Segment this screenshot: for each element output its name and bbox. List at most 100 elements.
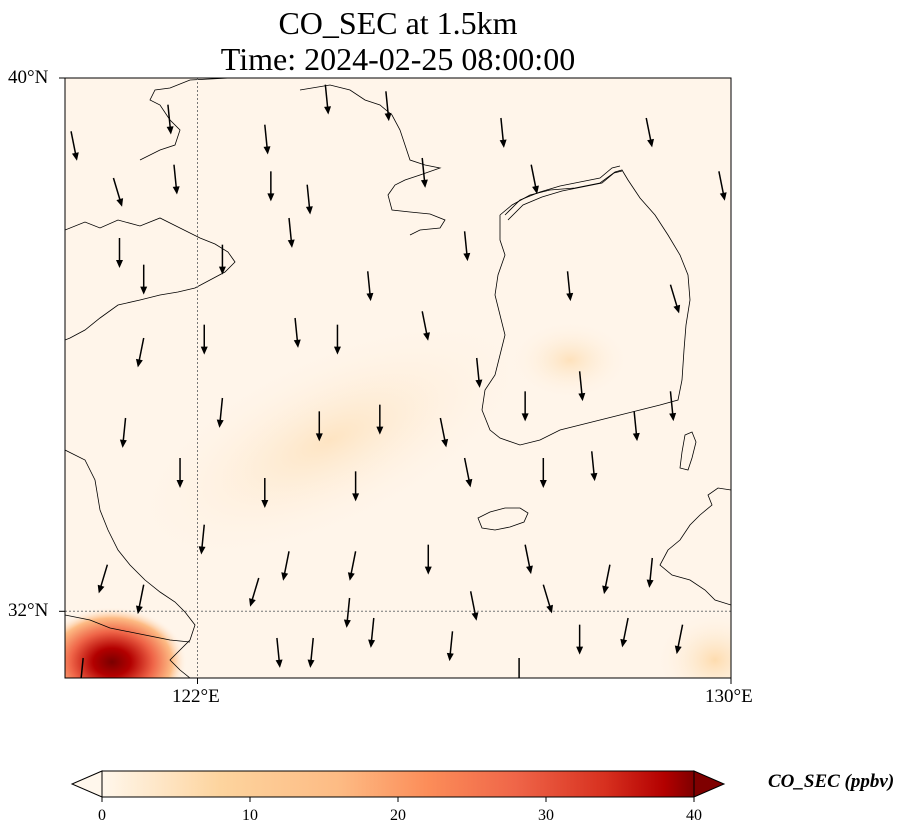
wind-vector-head [646,579,654,588]
wind-vector-head [281,572,289,581]
wind-vector-head [368,639,376,648]
wind-vector-head [647,138,654,148]
colorbar-gradient [102,771,694,797]
wind-vector-head [77,680,84,688]
wind-vector-shaft [264,124,268,149]
wind-vector-head [471,612,479,621]
wind-vector-head [465,478,473,488]
wind-vector-shaft [366,271,371,296]
wind-vector-shaft [288,217,293,242]
colorbar-label-40: 40 [686,807,702,824]
lon-label-122e: 122°E [172,686,220,707]
wind-vector-shaft [645,117,652,142]
lat-label-40n: 40°N [8,67,49,88]
colorbar-label-20: 20 [390,807,406,824]
wind-vector-shaft [251,577,260,602]
concentration-plume-east [510,320,630,400]
colorbar-label-0: 0 [98,807,106,824]
wind-vector-head [576,646,584,655]
wind-vector-head [366,292,374,302]
lat-label-32n: 32°N [8,600,49,621]
wind-vector-head [119,439,127,448]
wind-vector-head [135,605,143,615]
wind-vector-head [307,659,315,668]
wind-vector-head [546,604,553,614]
wind-vector-shaft [463,457,471,482]
wind-vector-head [333,346,341,355]
lon-label-130e: 130°E [705,686,753,707]
wind-vector-head [719,192,727,201]
map-title: CO_SEC at 1.5km [278,5,518,41]
wind-vector-head [315,433,323,442]
wind-vector-head [176,480,184,488]
wind-vector-head [200,346,208,355]
wind-vector-head [602,585,610,595]
wind-vector-head [521,413,529,422]
co-hotspot [65,607,187,678]
concentration-plume-southeast [655,610,731,678]
concentration-plume [127,316,533,564]
wind-vector-shaft [122,417,127,442]
wind-vector-head [516,680,523,688]
wind-vector-head [343,619,351,628]
wind-vector-shaft [138,584,145,609]
wind-vector-shaft [622,617,629,642]
wind-vector-shaft [449,631,454,656]
wind-vector-head [324,106,332,115]
wind-vector-shaft [112,177,122,202]
wind-vector-head [673,304,681,314]
wind-vector-shaft [421,157,426,182]
wind-vector-head [424,566,432,575]
tsushima-island [679,431,697,471]
wind-vector-head [423,332,430,341]
wind-vector-shaft [294,317,299,342]
wind-vector-head [446,652,454,662]
wind-vector-head [376,426,384,435]
wind-vector-head [475,379,483,388]
wind-vector-head [669,412,677,422]
wind-vector-shaft [475,357,480,382]
wind-vector-head [135,358,143,368]
wind-vector-shaft [677,624,684,649]
wind-vector-shaft [604,564,611,589]
wind-vector-shaft [524,544,531,569]
colorbar-title: CO_SEC (ppbv) [768,771,895,792]
map-frame [64,77,732,679]
coastline-japan [659,487,731,606]
wind-vector-shaft [346,597,351,622]
coastline-china [65,217,236,341]
wind-vector-shaft [578,371,583,396]
coastlines [65,78,731,678]
wind-vector-head [578,392,586,402]
colorbar-extend-low [70,770,103,798]
wind-vector-shaft [469,591,477,616]
wind-vector-head [539,480,547,488]
wind-vector-head [249,598,256,607]
map-panel [65,78,731,688]
wind-vector-shaft [324,84,329,109]
coastline-north-korea [299,84,446,236]
wind-vector-shaft [173,164,178,189]
yangtze-estuary [65,614,191,643]
jeju-island [477,507,529,531]
axis-ticks [59,77,732,684]
wind-vector-shaft [99,564,109,588]
wind-vector-head [420,179,428,188]
wind-vector-shaft [500,117,505,142]
wind-vector-shaft [649,557,654,582]
wind-vector-shaft [718,171,725,196]
coastline-china-south [65,449,196,678]
wind-vector-shaft [385,91,390,116]
wind-vector-shaft [669,284,679,308]
wind-vector-head [267,193,275,202]
wind-vector-head [632,432,640,442]
wind-vector-head [352,493,360,502]
wind-vector-shaft [283,551,290,576]
wind-vector-head [275,659,283,668]
map-subtitle-time: Time: 2024-02-25 08:00:00 [220,41,576,77]
wind-vector-head [293,339,301,348]
wind-vector-head [218,266,226,275]
wind-vector-head [172,186,180,195]
colorbar [70,770,726,802]
